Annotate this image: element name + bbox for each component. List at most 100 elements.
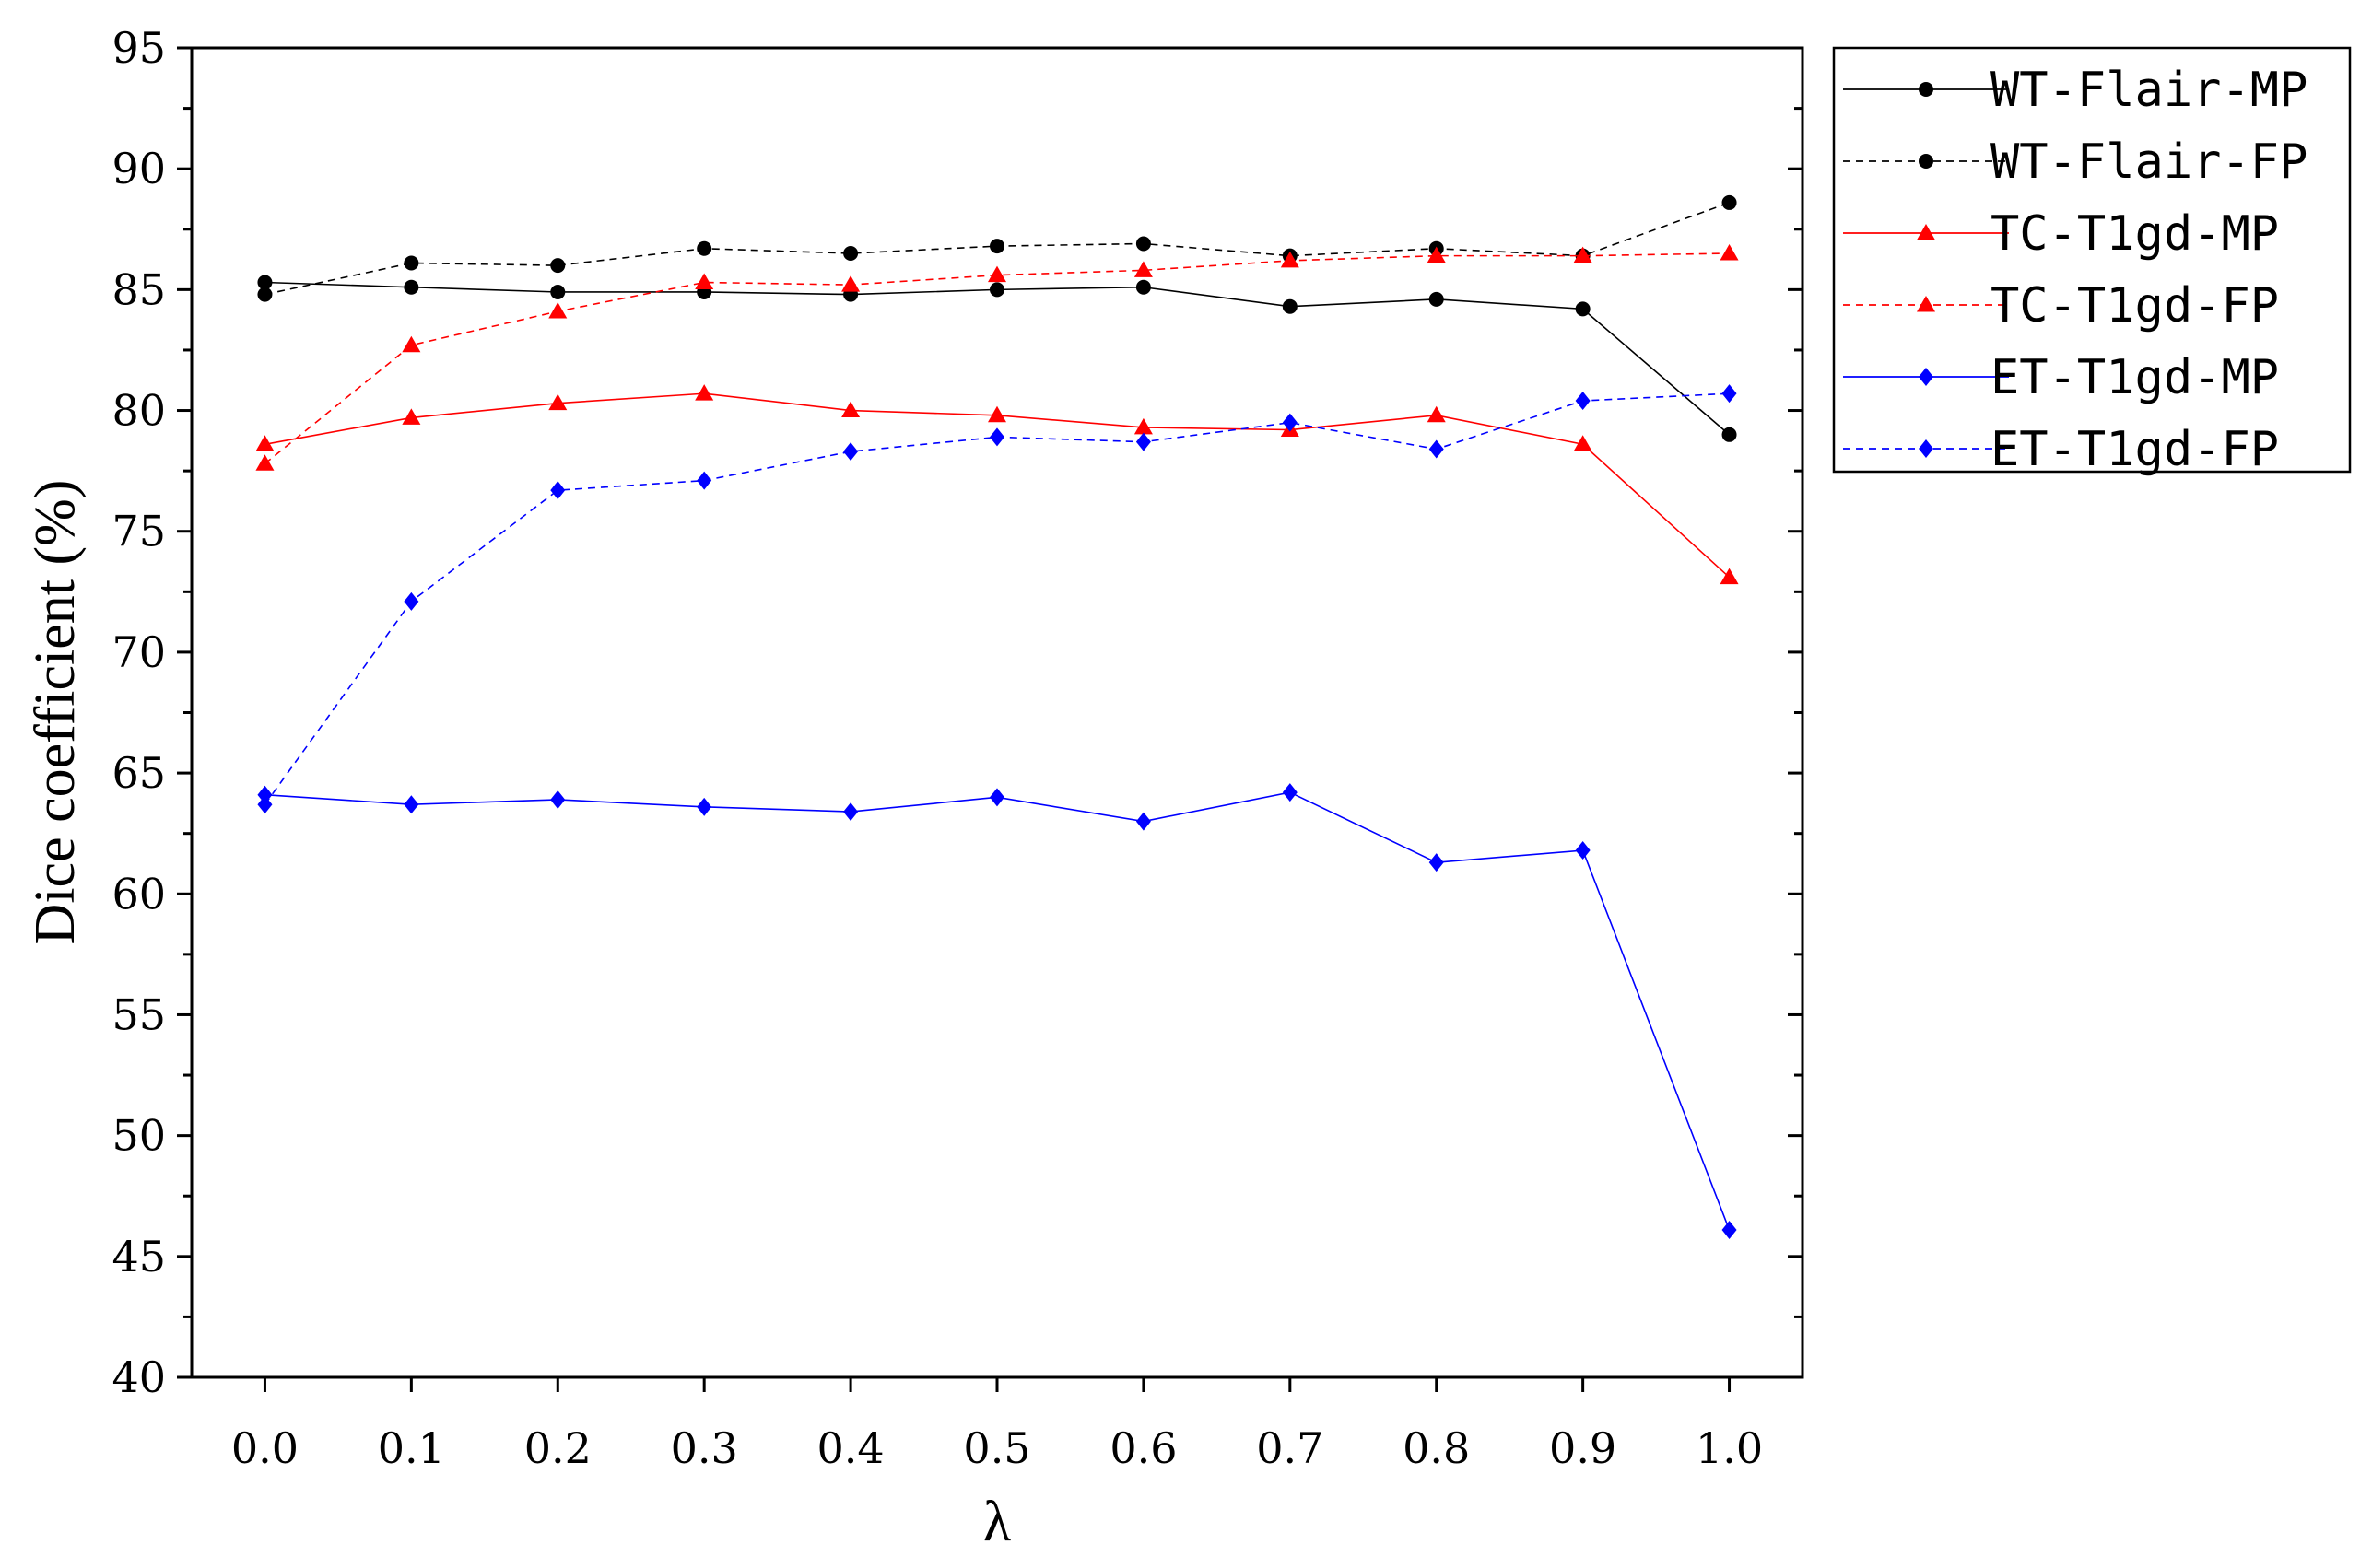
x-tick-label: 0.4 — [817, 1423, 885, 1473]
series-line — [264, 392, 1730, 805]
x-axis-title: λ — [983, 1491, 1011, 1553]
data-point — [404, 279, 419, 295]
data-point — [404, 795, 419, 814]
data-point — [1135, 236, 1151, 252]
legend-item: ET-T1gd-MP — [1843, 350, 2279, 405]
data-point — [695, 384, 714, 401]
data-point — [550, 790, 566, 809]
data-point — [843, 246, 859, 262]
data-point — [1133, 261, 1153, 277]
y-axis-ticks — [177, 46, 1802, 1379]
y-axis-tick-labels: 40 45 50 55 60 65 70 75 80 85 90 95 — [112, 23, 166, 1402]
series-ET-T1gd-FP — [257, 384, 1737, 814]
data-point — [990, 239, 1004, 254]
data-point — [988, 405, 1006, 423]
legend-label: TC-T1gd-FP — [1990, 278, 2279, 333]
legend-label: WT-Flair-FP — [1990, 135, 2307, 190]
data-point — [550, 258, 566, 274]
x-axis-ticks — [263, 1377, 1732, 1392]
data-point — [550, 481, 566, 500]
x-tick-label: 0.7 — [1256, 1423, 1323, 1473]
data-point — [695, 273, 714, 289]
data-point — [697, 471, 712, 490]
series-TC-T1gd-FP — [255, 244, 1739, 471]
data-point — [1280, 251, 1299, 268]
x-tick-label: 1.0 — [1696, 1423, 1763, 1473]
y-axis-title: Dice coefficient (%) — [24, 480, 87, 945]
data-point — [990, 427, 1004, 447]
series-ET-T1gd-MP — [257, 783, 1737, 1239]
data-point — [1573, 246, 1592, 263]
data-point — [1721, 384, 1737, 404]
x-tick-label: 0.0 — [231, 1423, 299, 1473]
data-point — [1575, 841, 1591, 860]
data-point — [404, 591, 419, 611]
data-point — [988, 265, 1006, 283]
data-point — [1720, 568, 1739, 585]
legend-item: ET-T1gd-FP — [1843, 422, 2279, 477]
data-point — [1919, 82, 1933, 97]
x-tick-label: 0.8 — [1403, 1423, 1470, 1473]
data-point — [257, 287, 273, 302]
data-point — [1428, 439, 1444, 459]
data-point — [841, 401, 861, 418]
data-point — [1721, 427, 1737, 442]
data-point — [257, 795, 273, 814]
data-point — [1917, 296, 1935, 312]
data-point — [1720, 244, 1739, 261]
legend: WT-Flair-MP WT-Flair-FP TC-T1gd-MP TC-T1gd-… — [1832, 46, 2352, 477]
x-tick-label: 0.3 — [671, 1423, 738, 1473]
data-point — [402, 335, 421, 353]
x-tick-label: 0.6 — [1110, 1423, 1177, 1473]
y-tick-label: 90 — [112, 144, 166, 193]
legend-item: TC-T1gd-MP — [1843, 206, 2279, 262]
data-point — [1919, 368, 1933, 386]
data-point — [1135, 279, 1151, 295]
data-point — [1721, 194, 1737, 210]
data-point — [255, 435, 275, 451]
y-tick-label: 70 — [112, 627, 166, 677]
data-point — [990, 788, 1004, 807]
series-layer — [255, 194, 1739, 1239]
data-point — [1282, 298, 1298, 314]
x-tick-label: 0.1 — [378, 1423, 445, 1473]
data-point — [1427, 405, 1446, 423]
legend-item: WT-Flair-MP — [1843, 63, 2307, 118]
y-tick-label: 60 — [112, 869, 166, 919]
data-point — [697, 240, 712, 256]
x-tick-label: 0.5 — [963, 1423, 1030, 1473]
data-point — [548, 393, 568, 411]
y-tick-label: 95 — [112, 23, 166, 73]
data-point — [1428, 291, 1444, 307]
y-tick-label: 45 — [112, 1232, 166, 1281]
data-point — [255, 454, 275, 471]
legend-frame — [1832, 46, 2352, 474]
series-TC-T1gd-MP — [255, 384, 1739, 585]
series-line — [264, 791, 1731, 1231]
data-point — [1919, 154, 1933, 169]
data-point — [841, 275, 861, 292]
data-point — [697, 797, 712, 816]
data-point — [402, 408, 421, 425]
data-point — [1573, 435, 1592, 451]
data-point — [1135, 812, 1151, 831]
legend-label: ET-T1gd-MP — [1990, 350, 2279, 405]
data-point — [990, 282, 1004, 298]
x-tick-label: 0.2 — [524, 1423, 592, 1473]
data-point — [404, 255, 419, 271]
data-point — [843, 802, 859, 822]
data-point — [1135, 432, 1151, 451]
data-point — [1282, 783, 1298, 802]
x-tick-label: 0.9 — [1549, 1423, 1616, 1473]
data-point — [1282, 413, 1298, 432]
y-tick-label: 40 — [112, 1352, 166, 1402]
data-point — [1133, 417, 1153, 435]
legend-label: ET-T1gd-FP — [1990, 422, 2279, 477]
y-tick-label: 80 — [112, 386, 166, 436]
y-tick-label: 65 — [112, 748, 166, 798]
y-tick-label: 85 — [112, 264, 166, 314]
data-point — [1919, 439, 1933, 458]
y-tick-label: 75 — [112, 507, 166, 556]
data-point — [548, 301, 568, 319]
